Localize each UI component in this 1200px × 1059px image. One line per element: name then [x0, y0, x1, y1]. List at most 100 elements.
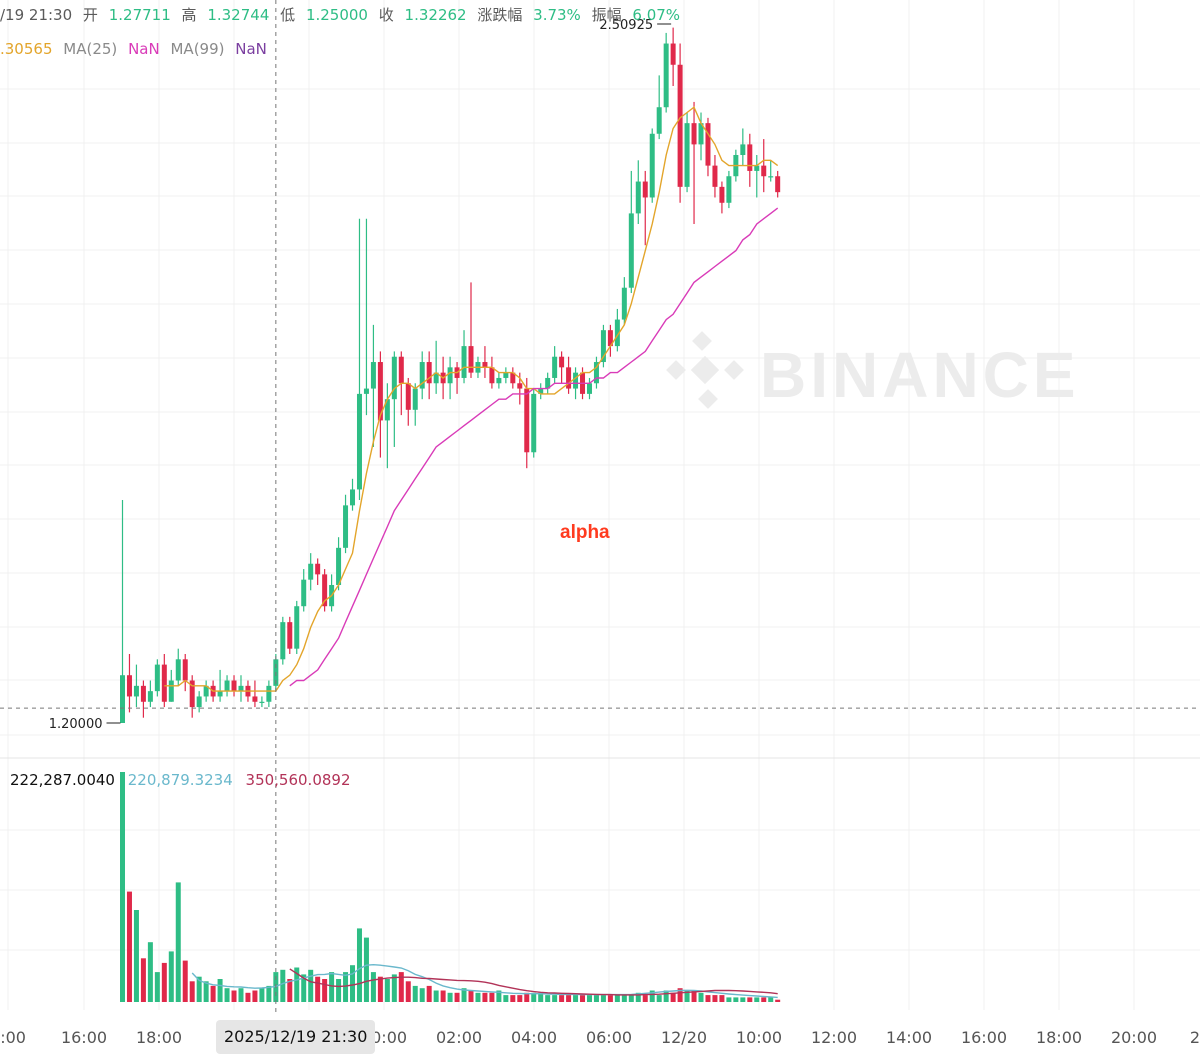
candle-body [133, 685, 139, 697]
volume-ma1-value: 220,879.3234 [127, 771, 233, 789]
volume-bar [768, 997, 774, 1002]
candle-body [126, 675, 132, 697]
candle-body [231, 680, 237, 692]
volume-bar [712, 995, 718, 1002]
volume-bar [740, 997, 746, 1002]
candle-body [419, 362, 425, 389]
candle-body [503, 372, 509, 378]
candle-body [287, 622, 293, 649]
volume-bar [586, 995, 592, 1002]
volume-bar [447, 992, 453, 1002]
ma99-value: NaN [235, 40, 267, 58]
ma25-label: MA(25) [63, 40, 118, 58]
volume-bar [733, 997, 739, 1002]
low-label: 低 [280, 6, 296, 24]
volume-bar [559, 995, 565, 1002]
volume-bar [468, 990, 474, 1002]
candle-body [614, 319, 620, 347]
low-marker-label: 1.20000 [49, 717, 103, 732]
candle-body [552, 356, 558, 378]
volume-bar [593, 995, 599, 1002]
candle-body [677, 64, 683, 187]
volume-bar [747, 997, 753, 1002]
volume-bar [203, 981, 209, 1002]
candle-body [489, 367, 495, 384]
volume-bar [496, 990, 502, 1002]
volume-bar [461, 988, 467, 1002]
x-tick-label: 10:00 [736, 1028, 782, 1047]
volume-bar [126, 891, 132, 1002]
volume-legend: 222,287.0040 220,879.3234 350,560.0892 [10, 771, 359, 793]
candle-body [363, 388, 369, 394]
candle-body [301, 579, 307, 607]
volume-bar [210, 985, 216, 1002]
ohlc-info-bar: /19 21:30 开 1.27711 高 1.32744 低 1.25000 … [0, 4, 686, 26]
volume-bar [175, 882, 181, 1002]
volume-bar [301, 974, 307, 1002]
candle-body [775, 176, 781, 193]
x-tick-label: 2 [1190, 1028, 1200, 1047]
x-tick-label: 4:00 [0, 1028, 26, 1047]
candle-body [405, 383, 411, 410]
volume-bar [517, 995, 523, 1002]
candle-body [391, 356, 397, 400]
candle-body [154, 664, 160, 692]
volume-bar [196, 976, 202, 1002]
candle-body [426, 362, 432, 384]
candle-body [593, 362, 599, 384]
candle-body [140, 685, 146, 702]
candle-body [224, 680, 230, 692]
crosshair [0, 0, 1200, 1015]
volume-ma1-line [191, 963, 778, 999]
volume-bar [510, 995, 516, 1002]
volume-bar [405, 981, 411, 1002]
candle-body [712, 165, 718, 187]
ma7-value: .30565 [0, 40, 53, 58]
x-tick-label: 20:00 [1111, 1028, 1157, 1047]
candle-body [168, 680, 174, 702]
high-label: 高 [181, 6, 197, 24]
candle-body [120, 675, 125, 723]
volume-bar [635, 992, 641, 1002]
candle-body [461, 346, 467, 378]
volume-bar [280, 969, 286, 1002]
volume-bar [315, 976, 321, 1002]
volume-bar [677, 988, 683, 1002]
candle-body [294, 606, 300, 649]
candle-body [628, 213, 634, 288]
candle-body [161, 664, 167, 702]
candle-body [656, 107, 662, 134]
volume-bar [336, 979, 342, 1002]
volume-bar [698, 992, 704, 1002]
volume-bar [287, 979, 293, 1002]
candle-body [566, 367, 572, 389]
candle-body [336, 547, 342, 585]
open-value: 1.27711 [108, 6, 171, 24]
volume-bar [489, 992, 495, 1002]
ma25-line [289, 207, 779, 687]
volume-bar [454, 992, 460, 1002]
volume-bar [412, 985, 418, 1002]
candle-body [663, 43, 669, 108]
info-time: /19 21:30 [0, 6, 73, 24]
candle-body [768, 176, 774, 178]
x-tick-label: 18:00 [136, 1028, 182, 1047]
volume-bar [621, 995, 627, 1002]
candle-body [350, 489, 356, 506]
volume-bar [329, 972, 335, 1002]
ma7-line [164, 106, 779, 692]
candle-body [510, 372, 516, 384]
low-value: 1.25000 [305, 6, 368, 24]
volume-bar [754, 997, 760, 1002]
ma-legend: .30565 MA(25) NaN MA(99) NaN [0, 40, 273, 62]
volume-bar [238, 988, 244, 1002]
x-tick-label: 12/20 [661, 1028, 707, 1047]
volume-bar [775, 999, 781, 1002]
volume-bar [120, 772, 125, 1002]
volume-ma-lines [191, 963, 778, 999]
volume-bar [231, 990, 237, 1002]
candle-body [322, 574, 328, 607]
candle-body [384, 399, 390, 421]
volume-bar [614, 995, 620, 1002]
